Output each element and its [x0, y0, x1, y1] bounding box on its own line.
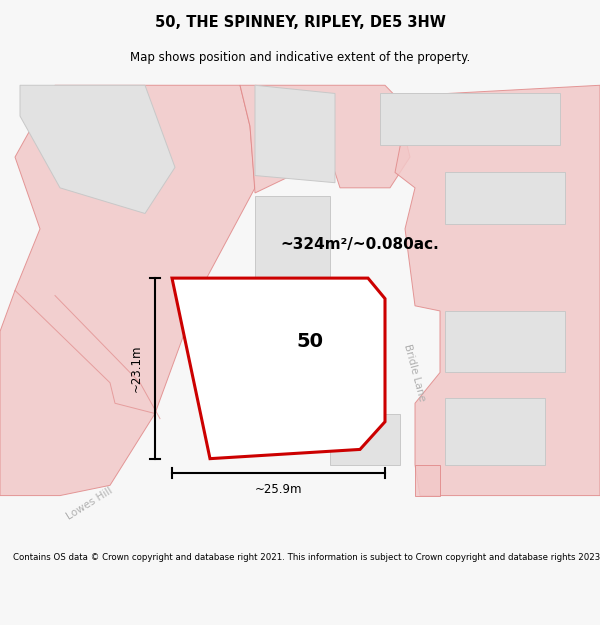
Text: ~25.9m: ~25.9m: [255, 483, 302, 496]
Polygon shape: [240, 85, 410, 193]
Polygon shape: [255, 85, 335, 182]
Text: 50, THE SPINNEY, RIPLEY, DE5 3HW: 50, THE SPINNEY, RIPLEY, DE5 3HW: [155, 14, 445, 29]
Text: Bridle Lane: Bridle Lane: [403, 342, 427, 402]
Polygon shape: [445, 398, 545, 465]
Text: ~324m²/~0.080ac.: ~324m²/~0.080ac.: [280, 237, 439, 252]
Polygon shape: [255, 326, 330, 414]
Polygon shape: [0, 85, 255, 496]
Polygon shape: [172, 278, 385, 459]
Text: Contains OS data © Crown copyright and database right 2021. This information is : Contains OS data © Crown copyright and d…: [13, 553, 600, 562]
Polygon shape: [255, 196, 330, 321]
Text: Map shows position and indicative extent of the property.: Map shows position and indicative extent…: [130, 51, 470, 64]
Text: 50: 50: [296, 332, 323, 351]
Text: ~23.1m: ~23.1m: [130, 344, 143, 392]
Polygon shape: [415, 465, 440, 496]
Polygon shape: [395, 85, 600, 496]
Polygon shape: [20, 85, 175, 214]
Polygon shape: [445, 173, 565, 224]
Polygon shape: [380, 94, 560, 145]
Polygon shape: [330, 414, 400, 465]
Polygon shape: [445, 311, 565, 372]
Text: Lowes Hill: Lowes Hill: [65, 486, 115, 522]
